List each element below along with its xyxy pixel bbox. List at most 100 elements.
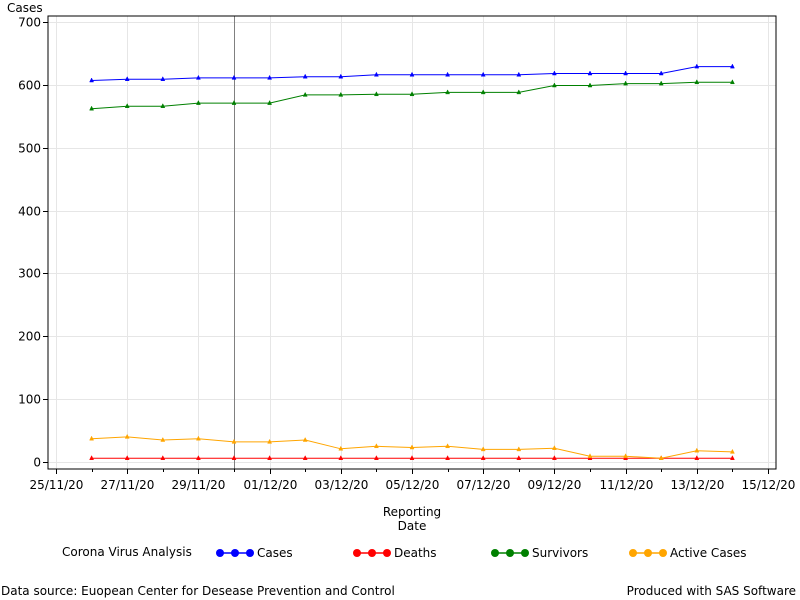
y-tick-label: 600 xyxy=(18,79,41,93)
legend-item-active-cases: Active Cases xyxy=(628,544,747,562)
data-point-survivors xyxy=(445,89,451,95)
data-point-survivors xyxy=(267,100,273,105)
data-point-cases xyxy=(231,74,237,80)
data-point-active-cases xyxy=(694,447,700,453)
data-point-survivors xyxy=(124,103,130,108)
data-point-active-cases xyxy=(729,448,735,454)
y-tick-label: 500 xyxy=(18,142,41,156)
data-point-cases xyxy=(267,74,273,80)
data-point-active-cases xyxy=(267,438,273,444)
legend-swatch-marker xyxy=(353,549,361,557)
legend-title: Corona Virus Analysis xyxy=(62,545,192,559)
legend-swatch-marker xyxy=(231,549,239,557)
legend-swatch-deaths xyxy=(353,549,391,557)
data-point-active-cases xyxy=(445,443,451,449)
data-point-cases xyxy=(445,71,451,77)
legend-swatch-marker xyxy=(644,549,652,557)
data-point-active-cases xyxy=(551,445,557,450)
data-point-active-cases xyxy=(587,453,593,459)
data-point-active-cases xyxy=(195,435,201,441)
data-point-deaths xyxy=(302,455,308,460)
data-point-deaths xyxy=(729,455,735,460)
data-point-survivors xyxy=(373,91,379,97)
data-point-active-cases xyxy=(160,436,166,442)
legend-swatch-marker xyxy=(368,549,376,557)
data-point-survivors xyxy=(302,91,308,97)
data-point-survivors xyxy=(160,103,166,108)
legend-item-cases: Cases xyxy=(215,544,293,562)
legend-swatch-active-cases xyxy=(629,549,667,557)
produced-with-note: Produced with SAS Software xyxy=(626,584,796,598)
legend-swatch-marker xyxy=(521,549,529,557)
legend-label-active-cases: Active Cases xyxy=(670,546,747,560)
data-point-cases xyxy=(658,70,664,76)
data-point-active-cases xyxy=(480,446,486,452)
data-point-deaths xyxy=(231,455,237,460)
x-tick-label: 25/11/20 xyxy=(30,478,84,492)
data-point-active-cases xyxy=(409,444,415,450)
data-point-active-cases xyxy=(302,436,308,442)
legend-swatch-marker xyxy=(506,549,514,557)
legend-label-cases: Cases xyxy=(257,546,293,560)
legend-swatch-marker xyxy=(216,549,224,557)
x-tick-label: 05/12/20 xyxy=(386,478,440,492)
data-point-cases xyxy=(89,77,95,83)
y-axis: 0 100 200 300 400 500 600 700 xyxy=(18,16,48,470)
x-tick-label: 07/12/20 xyxy=(457,478,511,492)
y-tick-label: 300 xyxy=(18,267,41,281)
data-point-cases xyxy=(302,73,308,79)
legend-swatch-cases xyxy=(216,549,254,557)
legend-swatch-marker xyxy=(246,549,254,557)
legend-swatch-survivors xyxy=(491,549,529,557)
data-point-deaths xyxy=(694,455,700,460)
data-point-deaths xyxy=(551,455,557,460)
data-point-cases xyxy=(587,70,593,76)
y-tick-label: 100 xyxy=(18,393,41,407)
x-tick-label: 27/11/20 xyxy=(101,478,155,492)
data-point-survivors xyxy=(587,82,593,88)
x-tick-label: 29/11/20 xyxy=(172,478,226,492)
data-point-active-cases xyxy=(516,446,522,452)
data-point-cases xyxy=(338,73,344,79)
data-point-survivors xyxy=(409,91,415,97)
data-point-survivors xyxy=(729,79,735,85)
data-point-deaths xyxy=(124,455,130,460)
data-point-survivors xyxy=(694,79,700,85)
data-point-active-cases xyxy=(338,445,344,451)
y-tick-label: 0 xyxy=(33,456,41,470)
data-point-active-cases xyxy=(89,435,95,441)
legend-item-survivors: Survivors xyxy=(490,544,588,562)
x-tick-label: 03/12/20 xyxy=(315,478,369,492)
data-point-survivors xyxy=(231,100,237,105)
data-point-survivors xyxy=(195,100,201,105)
legend-swatch-marker xyxy=(383,549,391,557)
data-point-deaths xyxy=(195,455,201,460)
data-point-deaths xyxy=(89,455,95,460)
data-point-cases xyxy=(694,63,700,69)
data-point-deaths xyxy=(516,455,522,460)
data-point-deaths xyxy=(338,455,344,460)
x-axis: 25/11/20 27/11/20 29/11/20 01/12/20 03/12/20… xyxy=(30,469,795,492)
data-point-cases xyxy=(373,71,379,77)
data-source-note: Data source: Euopean Center for Desease … xyxy=(1,584,395,598)
data-point-deaths xyxy=(373,455,379,460)
y-tick-label: 400 xyxy=(18,205,41,219)
x-tick-label: 11/12/20 xyxy=(600,478,654,492)
legend-label-survivors: Survivors xyxy=(532,546,589,560)
data-point-survivors xyxy=(623,80,629,86)
x-axis-label-line1: Reporting xyxy=(383,505,441,519)
series-lines xyxy=(89,63,735,460)
legend-swatch-marker xyxy=(659,549,667,557)
data-point-survivors xyxy=(480,89,486,95)
data-point-survivors xyxy=(658,80,664,86)
y-tick-label: 700 xyxy=(18,16,41,30)
data-point-cases xyxy=(729,63,735,69)
data-point-cases xyxy=(124,76,130,81)
y-tick-label: 200 xyxy=(18,330,41,344)
x-axis-label-line2: Date xyxy=(398,519,427,533)
line-chart: 0 100 200 300 400 500 600 700 25/11/20 27/11/20 2… xyxy=(7,1,795,533)
data-point-deaths xyxy=(160,455,166,460)
data-point-active-cases xyxy=(373,443,379,449)
data-point-active-cases xyxy=(231,438,237,444)
data-point-survivors xyxy=(516,89,522,95)
